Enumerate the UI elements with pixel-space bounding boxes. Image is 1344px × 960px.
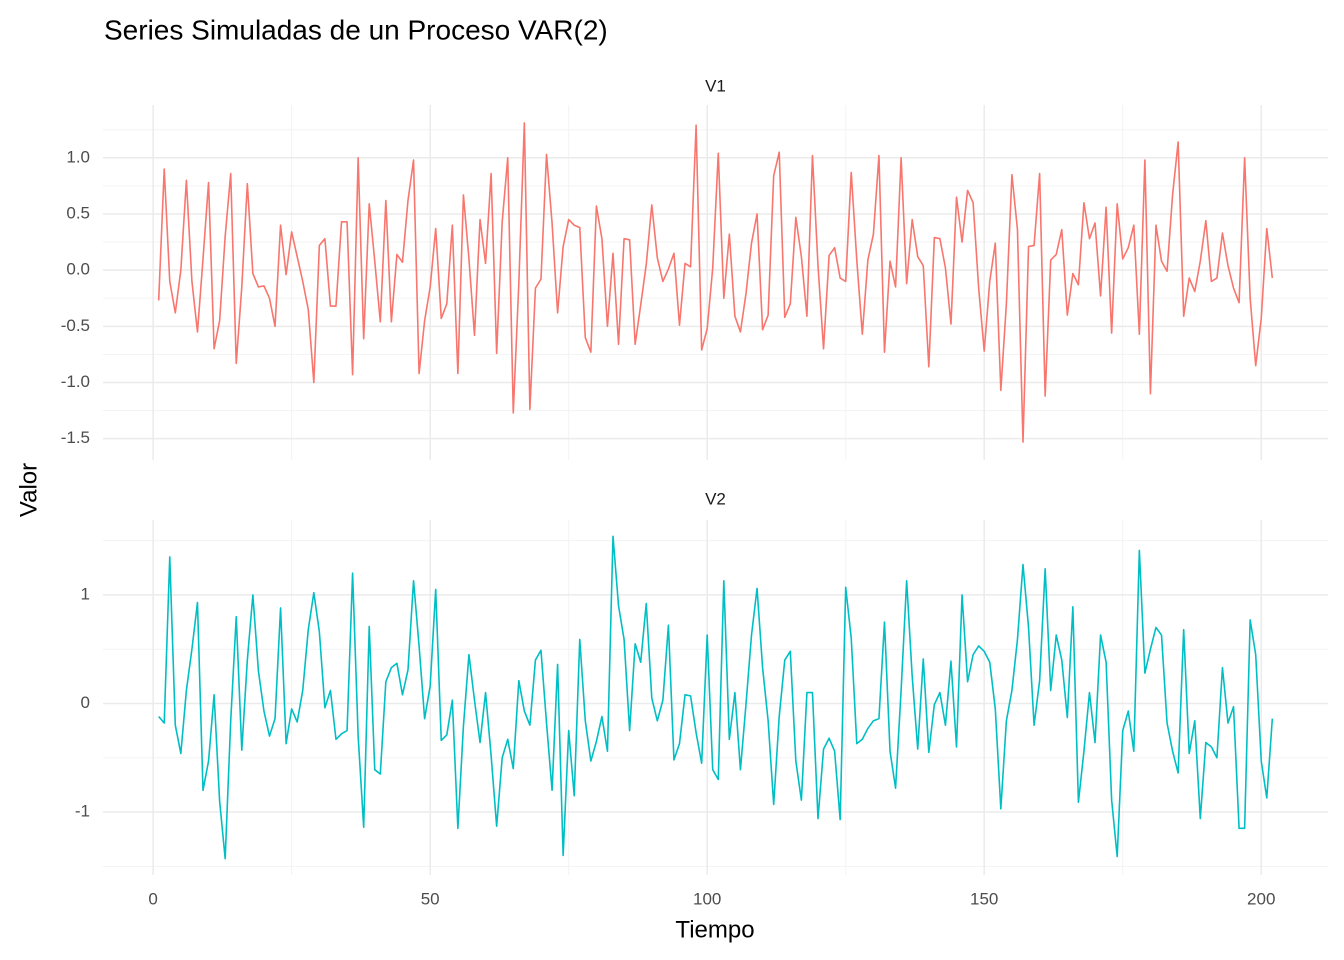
facet-label: V2	[705, 489, 726, 508]
facet-label: V1	[705, 76, 726, 95]
chart-title: Series Simuladas de un Proceso VAR(2)	[104, 14, 608, 45]
x-axis-label: Tiempo	[675, 916, 754, 943]
series-line	[158, 535, 1274, 860]
x-tick-label: 150	[970, 889, 998, 908]
y-tick-label: 1	[81, 584, 90, 603]
x-tick-label: 100	[693, 889, 721, 908]
y-tick-label: 0	[81, 693, 90, 712]
y-tick-label: 0.5	[66, 203, 90, 222]
y-tick-label: -0.5	[61, 316, 90, 335]
x-tick-label: 0	[148, 889, 157, 908]
y-tick-label: -1.5	[61, 428, 90, 447]
y-tick-label: -1	[75, 802, 90, 821]
y-tick-label: -1.0	[61, 372, 90, 391]
x-tick-label: 200	[1247, 889, 1275, 908]
y-axis-label: Valor	[15, 463, 42, 517]
series-line	[157, 122, 1274, 443]
x-tick-label: 50	[421, 889, 440, 908]
y-tick-label: 1.0	[66, 147, 90, 166]
y-tick-label: 0.0	[66, 260, 90, 279]
